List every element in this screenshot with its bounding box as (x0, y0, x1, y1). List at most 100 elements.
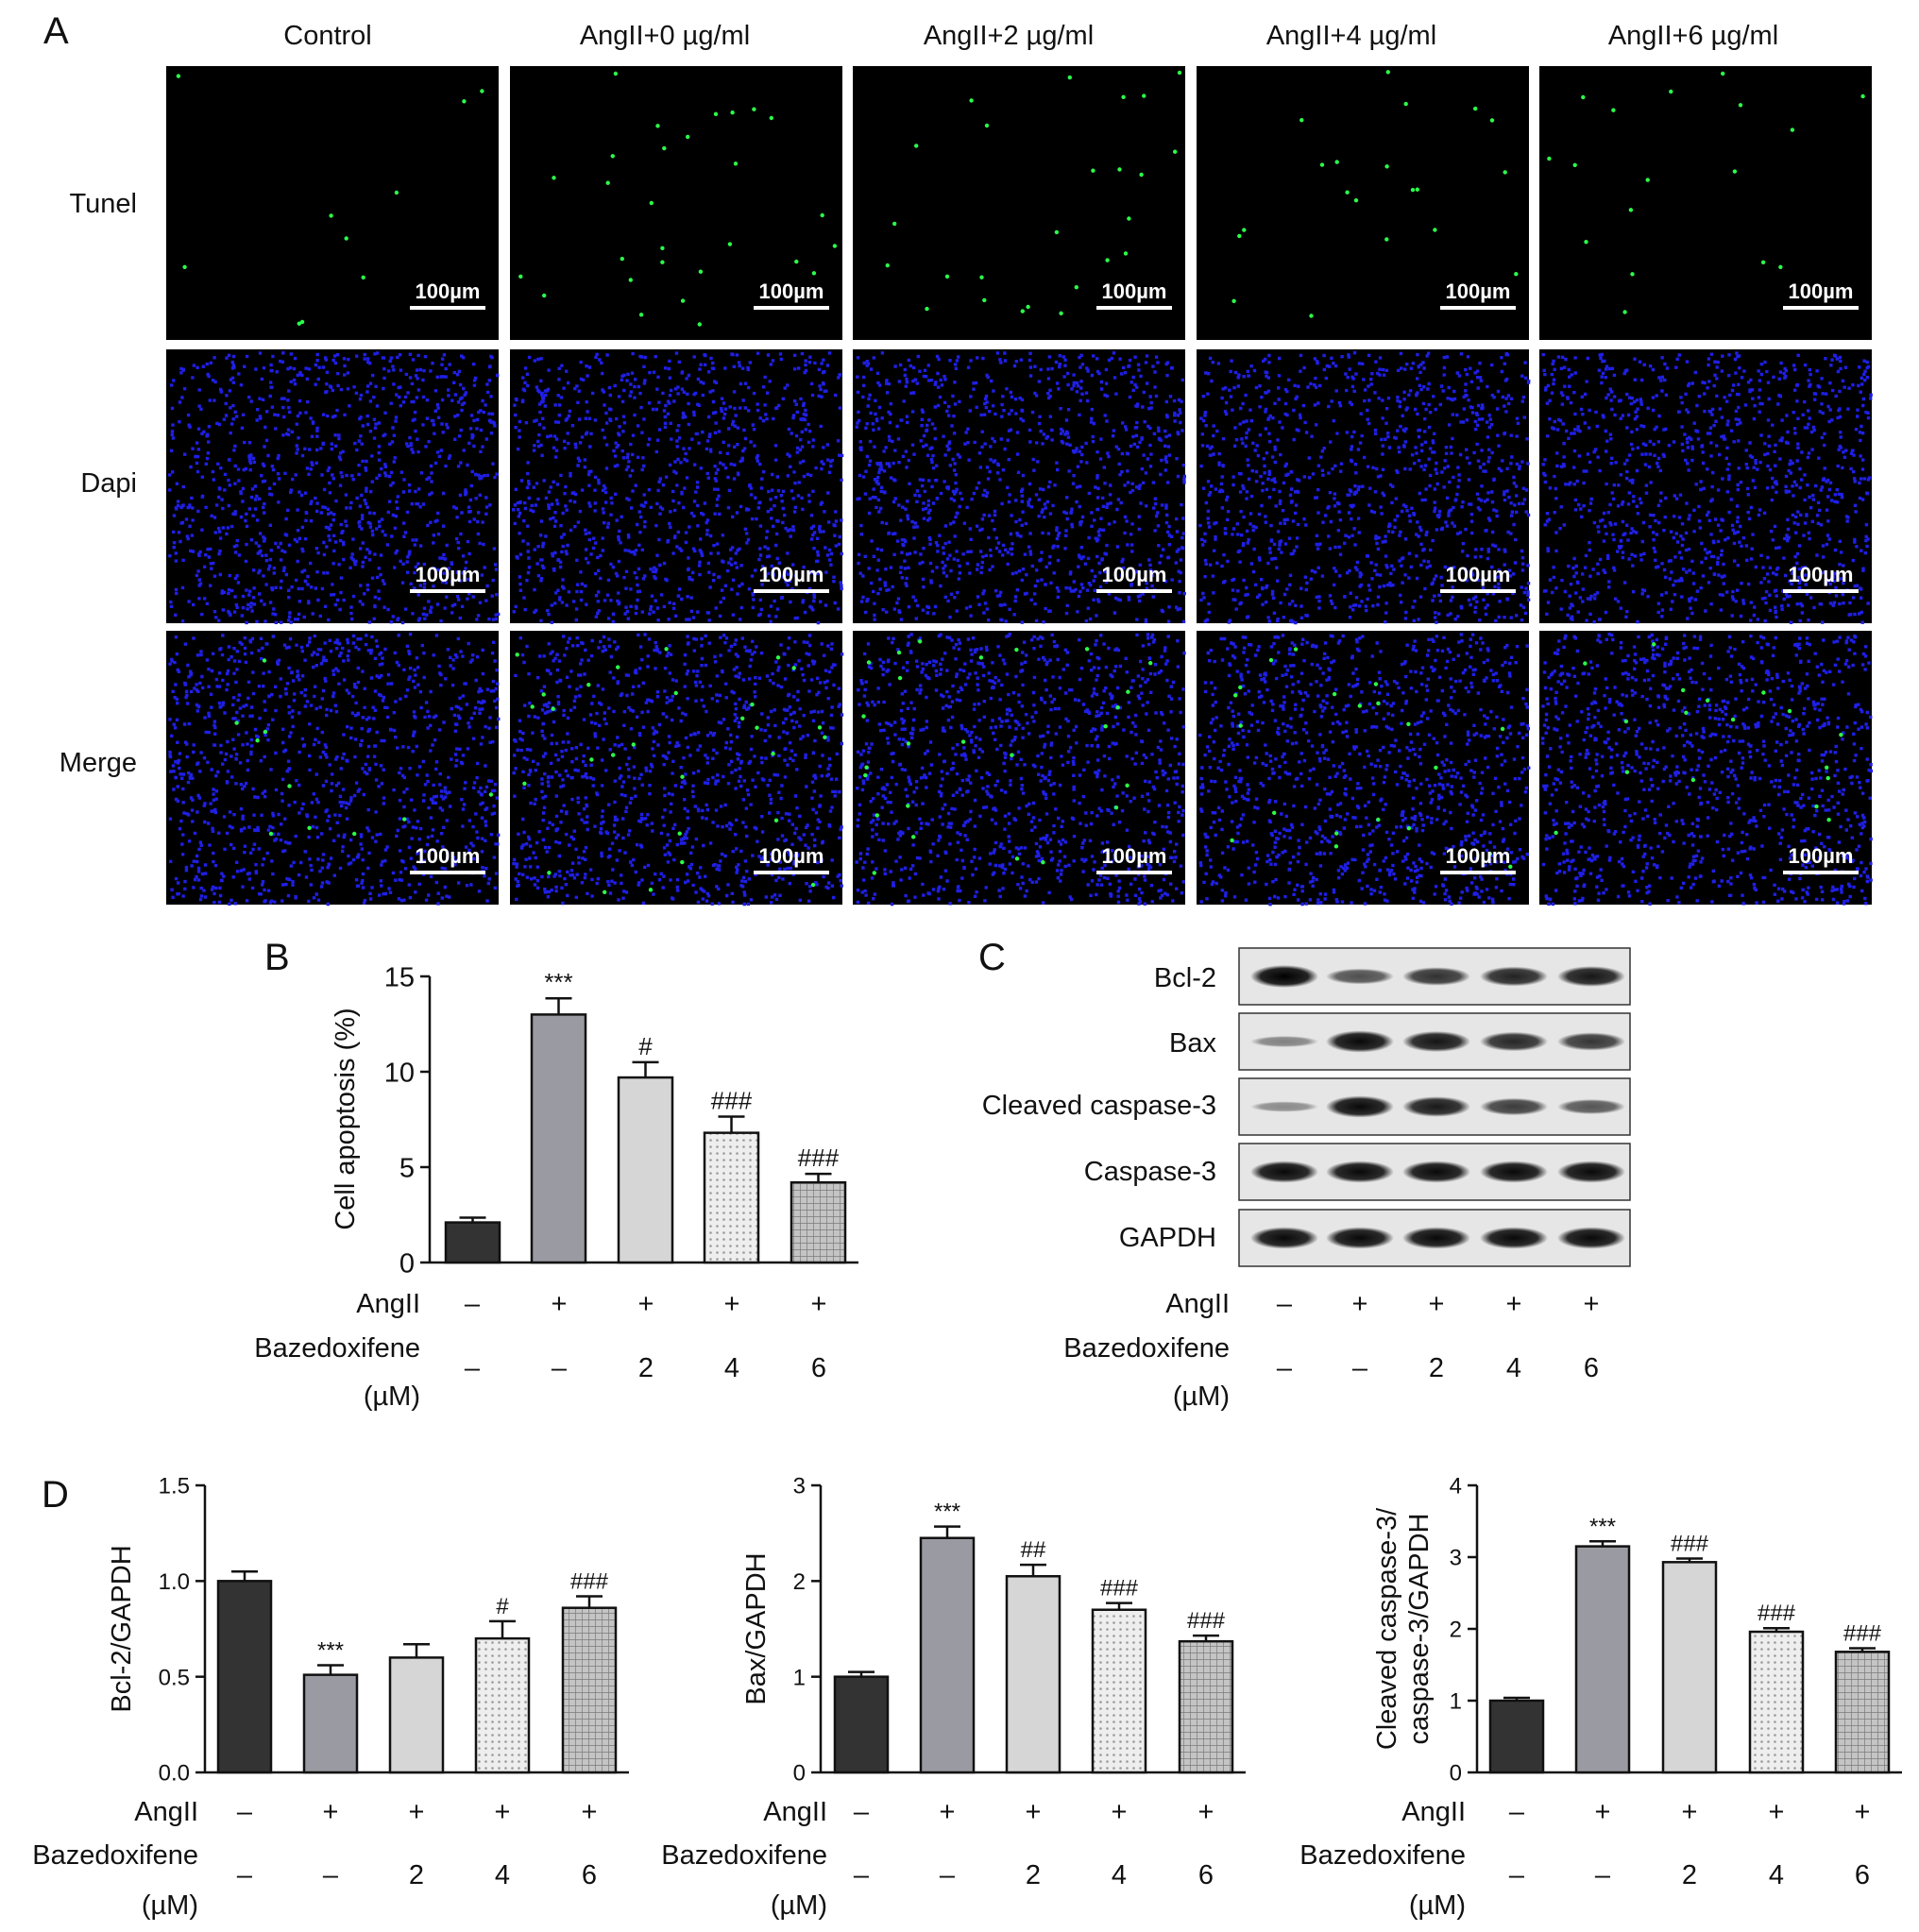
bar-2 (1574, 1545, 1631, 1774)
micrograph-merge-4: 100µm (1197, 631, 1531, 907)
treatment-label-angii: AngII (134, 1797, 198, 1827)
significance-label: ### (1100, 1576, 1139, 1602)
bazedoxifene-value: 4 (1112, 1860, 1127, 1890)
blot-band (1250, 1227, 1318, 1249)
bar-2 (530, 1013, 587, 1264)
scale-bar (1096, 871, 1172, 874)
scale-bar-label: 100µm (1102, 280, 1167, 303)
y-axis-label-line: caspase-3/GAPDH (1404, 1514, 1435, 1745)
bazedoxifene-value: – (940, 1860, 956, 1890)
angii-value: + (724, 1289, 740, 1319)
bar-3 (388, 1656, 445, 1774)
blot-strips (1238, 947, 1631, 1267)
bar-5 (1834, 1651, 1891, 1774)
row-labels: Tunel Dapi Merge (59, 189, 137, 778)
y-tick-label: 4 (1450, 1474, 1462, 1500)
angii-value: + (811, 1289, 827, 1319)
angii-value: – (1509, 1797, 1525, 1827)
treatment-label-unit: (µM) (1173, 1381, 1230, 1412)
angii-value: + (638, 1289, 654, 1319)
significance-label: ### (711, 1086, 753, 1114)
micrograph-merge-1: 100µm (166, 631, 501, 907)
treatment-label-bazedoxifene: Bazedoxifene (1063, 1333, 1230, 1364)
y-tick-label: 1.0 (159, 1569, 190, 1595)
bazedoxifene-value: – (323, 1860, 339, 1890)
scale-bar (410, 589, 485, 593)
blot-strip-3 (1238, 1077, 1631, 1136)
blot-strip-5 (1238, 1209, 1631, 1267)
micrograph-tunel-5: 100µm (1539, 66, 1872, 340)
scale-bar (1440, 306, 1516, 310)
row-label-merge: Merge (59, 748, 137, 778)
scale-bar-label: 100µm (416, 844, 481, 868)
y-axis-label: Bax/GAPDH (741, 1552, 772, 1704)
angii-value: + (552, 1289, 568, 1319)
bar-1 (216, 1580, 273, 1774)
scale-bar-label: 100µm (1102, 563, 1167, 586)
micrograph-tunel-3: 100µm (853, 66, 1185, 340)
bazedoxifene-value: 2 (409, 1860, 424, 1890)
scale-bar (1783, 871, 1859, 874)
blot-band (1250, 1161, 1318, 1183)
scale-bar (754, 589, 829, 593)
significance-label: *** (1589, 1514, 1616, 1539)
blot-strip-4 (1238, 1143, 1631, 1201)
angii-value: – (854, 1797, 870, 1827)
angii-value: + (1429, 1289, 1445, 1319)
scale-bar-label: 100µm (416, 280, 481, 303)
blot-label-gapdh: GAPDH (1119, 1223, 1216, 1253)
treatment-label-bazedoxifene: Bazedoxifene (1299, 1840, 1466, 1871)
microscopy-panel: Control AngII+0 µg/ml AngII+2 µg/ml AngI… (59, 21, 1873, 907)
bazedoxifene-value: – (1509, 1860, 1525, 1890)
bar-4 (1091, 1608, 1147, 1774)
y-tick-label: 0 (399, 1248, 415, 1279)
bar-1 (1488, 1699, 1545, 1774)
micrograph-tunel-4: 100µm (1197, 66, 1529, 340)
micrograph-dapi-2: 100µm (510, 349, 844, 625)
blot-band (1557, 1032, 1625, 1051)
column-header-control: Control (283, 21, 372, 51)
scale-bar (754, 871, 829, 874)
y-tick-label: 0.5 (159, 1665, 190, 1690)
y-tick-label: 10 (384, 1058, 415, 1088)
y-tick-label: 1 (1450, 1689, 1462, 1715)
column-header-angii-4: AngII+4 µg/ml (1266, 21, 1436, 51)
significance-label: ### (1671, 1532, 1709, 1557)
treatment-d3: AngII Bazedoxifene (µM) – – + – +2 +4 +6 (1299, 1797, 1870, 1921)
column-headers: Control AngII+0 µg/ml AngII+2 µg/ml AngI… (283, 21, 1778, 51)
blot-band (1480, 1031, 1548, 1052)
bazedoxifene-value: 6 (1584, 1353, 1599, 1383)
bazedoxifene-value: 4 (1506, 1353, 1521, 1383)
bazedoxifene-value: – (552, 1353, 568, 1383)
blot-strip-2 (1238, 1012, 1631, 1071)
scale-bar (754, 306, 829, 310)
micrograph-merge-3: 100µm (853, 631, 1186, 907)
treatment-label-angii: AngII (1165, 1289, 1230, 1319)
significance-label: ### (1758, 1601, 1796, 1626)
scale-bar (1783, 306, 1859, 310)
treatment-c: AngII Bazedoxifene (µM) – – + – +2 +4 +6 (1063, 1289, 1599, 1412)
treatment-label-unit: (µM) (142, 1890, 198, 1921)
treatment-label-angii: AngII (763, 1797, 827, 1827)
blot-band (1402, 967, 1470, 986)
bar-2 (302, 1673, 359, 1774)
blot-band (1557, 1161, 1625, 1183)
y-tick-label: 5 (399, 1153, 415, 1183)
scale-bar-label: 100µm (1102, 844, 1167, 868)
scale-bar (1096, 589, 1172, 593)
panel-letter-d: D (42, 1474, 69, 1516)
y-tick-label: 0 (793, 1761, 806, 1787)
scale-bar-label: 100µm (759, 844, 824, 868)
significance-label: *** (934, 1500, 960, 1525)
angii-value: + (582, 1797, 598, 1827)
blot-band (1250, 1101, 1318, 1112)
row-label-dapi: Dapi (80, 468, 137, 499)
blot-band (1402, 1030, 1470, 1053)
angii-value: + (409, 1797, 425, 1827)
micrograph-tunel-1: 100µm (166, 66, 499, 340)
